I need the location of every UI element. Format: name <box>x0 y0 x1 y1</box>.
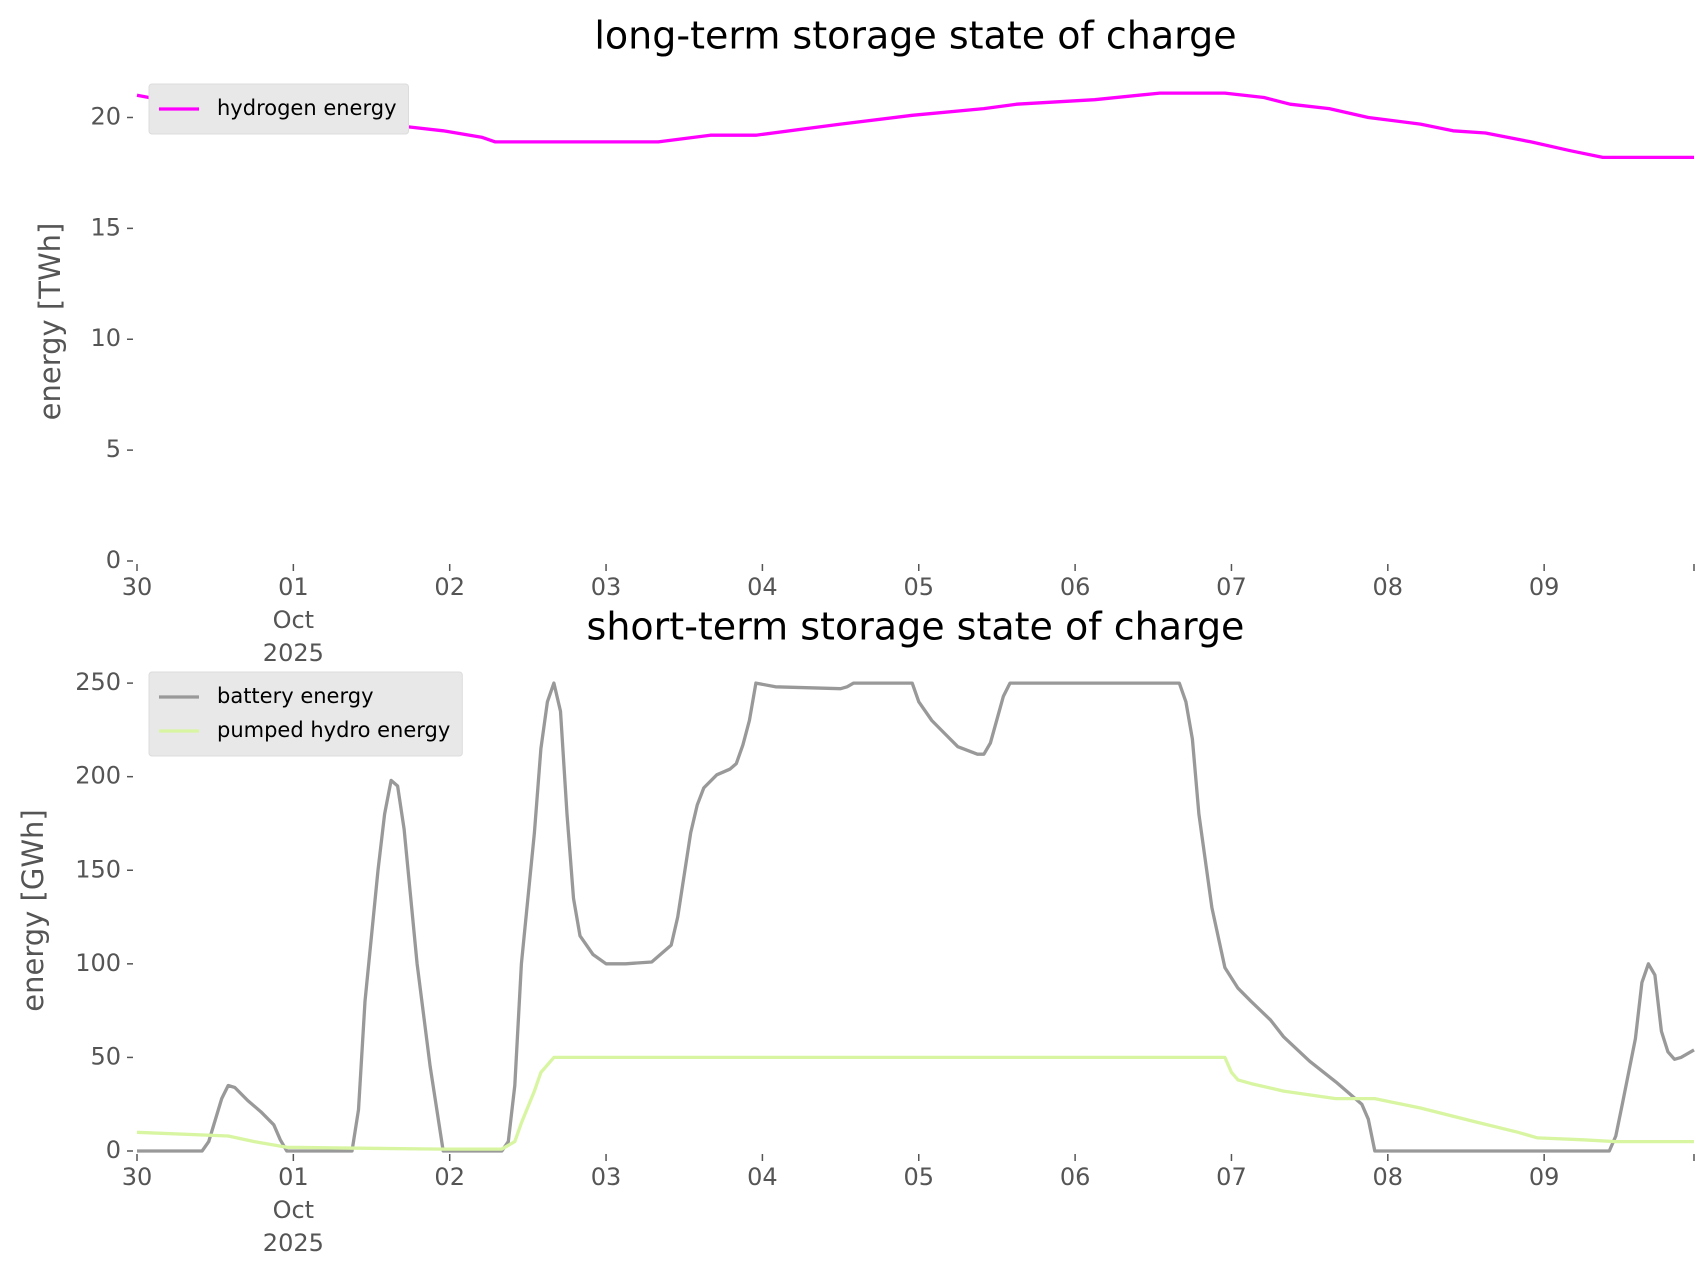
y-tick-label: 250 <box>75 668 121 696</box>
x-tick-label: 07 <box>1216 573 1247 601</box>
x-tick-label: 05 <box>903 1163 934 1191</box>
legend-label: pumped hydro energy <box>217 718 450 742</box>
x-tick-label: 09 <box>1529 573 1560 601</box>
x-tick-label: 30 <box>122 1163 153 1191</box>
x-tick-label: 03 <box>591 573 622 601</box>
x-tick-label: 07 <box>1216 1163 1247 1191</box>
x-tick-label: 01 Oct 2025 <box>263 573 324 667</box>
series-line <box>137 681 1695 1153</box>
x-tick-label: 01 Oct 2025 <box>263 1163 324 1257</box>
legend-box <box>148 83 409 135</box>
legend-box <box>148 671 463 757</box>
y-tick-label: 5 <box>106 435 121 463</box>
y-tick-label: 20 <box>90 102 121 130</box>
y-tick-label: 50 <box>90 1042 121 1070</box>
y-tick-label: 150 <box>75 855 121 883</box>
x-tick-label: 04 <box>747 1163 778 1191</box>
x-tick-label: 02 <box>434 1163 465 1191</box>
x-tick-label: 03 <box>591 1163 622 1191</box>
chart-title: long-term storage state of charge <box>594 14 1236 58</box>
x-tick-label: 04 <box>747 573 778 601</box>
x-tick-label: 08 <box>1373 1163 1404 1191</box>
y-tick-label: 200 <box>75 762 121 790</box>
x-tick-label: 08 <box>1373 573 1404 601</box>
series-line <box>136 91 1694 160</box>
x-tick-label: 06 <box>1060 573 1091 601</box>
series-line <box>136 1055 1694 1151</box>
x-tick-label: 05 <box>903 573 934 601</box>
x-tick-label: 06 <box>1060 1163 1091 1191</box>
y-tick-label: 0 <box>106 546 121 574</box>
y-axis-label: energy [GWh] <box>16 809 50 1011</box>
y-tick-label: 15 <box>90 213 121 241</box>
x-tick-label: 09 <box>1529 1163 1560 1191</box>
chart-title: short-term storage state of charge <box>587 605 1245 649</box>
y-axis-label: energy [TWh] <box>33 223 67 421</box>
legend-label: hydrogen energy <box>217 96 397 120</box>
x-tick-label: 02 <box>434 573 465 601</box>
y-tick-label: 10 <box>90 324 121 352</box>
legend-label: battery energy <box>217 684 374 708</box>
y-tick-label: 0 <box>106 1136 121 1164</box>
y-tick-label: 100 <box>75 949 121 977</box>
x-tick-label: 30 <box>122 573 153 601</box>
